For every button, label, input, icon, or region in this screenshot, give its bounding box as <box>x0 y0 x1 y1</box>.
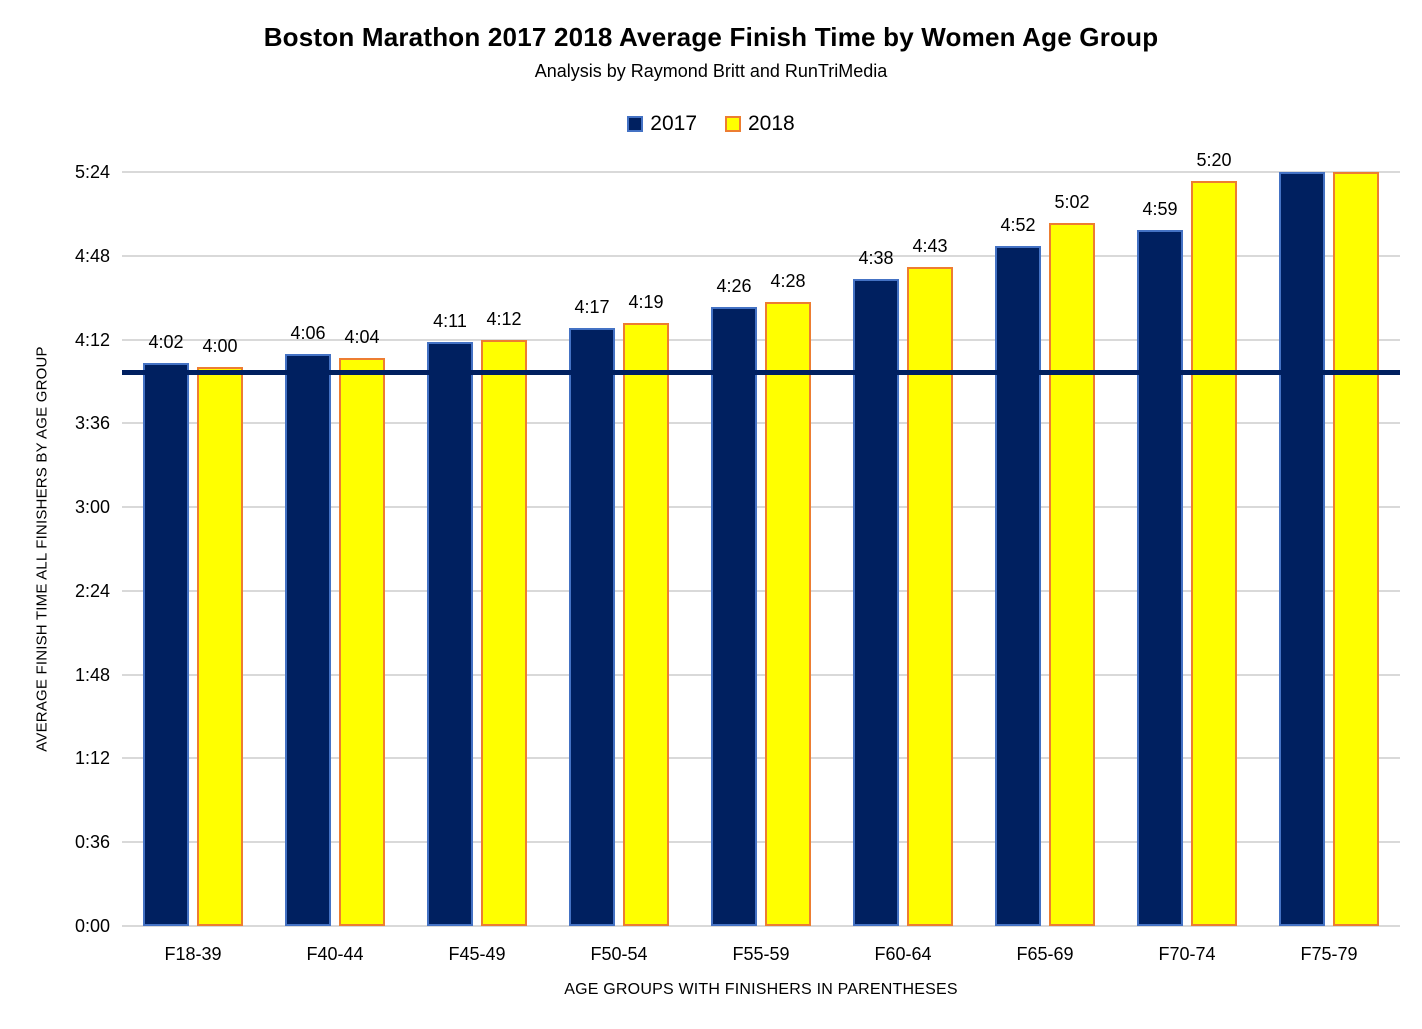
x-tick-label-F45-49: F45-49 <box>448 944 506 964</box>
average-reference-line <box>122 370 1400 376</box>
bar-2018-F60-64 <box>907 267 953 926</box>
y-tick-label: 2:24 <box>74 580 110 601</box>
y-tick-label: 3:00 <box>74 497 110 518</box>
gridline-2:24 <box>122 589 1400 592</box>
data-label-2018-F40-44: 4:04 <box>344 327 380 348</box>
gridline-3:36 <box>122 422 1400 425</box>
bar-2017-F45-49 <box>427 341 473 926</box>
bar-2017-F40-44 <box>285 353 331 926</box>
legend-item-2017: 2017 <box>627 112 697 136</box>
data-label-2017-F60-64: 4:38 <box>858 248 894 269</box>
y-tick-label: 1:48 <box>74 664 110 685</box>
plot-area: 4:02 4:00 4:06 4:04 4:11 4:12 4:17 4:19 4:26 4:28… <box>122 150 1400 927</box>
y-tick-label: 4:12 <box>74 329 110 350</box>
x-axis-title: AGE GROUPS WITH FINISHERS IN PARENTHESES <box>564 981 958 998</box>
data-label-2017-F65-69: 4:52 <box>1000 215 1036 236</box>
gridline-4:12 <box>122 338 1400 341</box>
legend-label-2017: 2017 <box>650 112 697 135</box>
chart-legend: 2017 2018 <box>0 112 1422 136</box>
data-label-2018-F65-69: 5:02 <box>1054 192 1090 213</box>
bar-2018-F50-54 <box>623 323 669 926</box>
data-label-2018-F70-74: 5:20 <box>1196 150 1232 171</box>
y-axis-title: AVERAGE FINISH TIME ALL FINISHERS BY AGE… <box>33 346 51 752</box>
x-tick-label-F70-74: F70-74 <box>1158 944 1216 964</box>
bar-2017-F18-39 <box>143 362 189 926</box>
x-tick-label-F55-59: F55-59 <box>732 944 790 964</box>
bar-2018-F70-74 <box>1191 181 1237 926</box>
x-tick-label-F65-69: F65-69 <box>1016 944 1074 964</box>
x-tick-label-F60-64: F60-64 <box>874 944 932 964</box>
legend-swatch-2018-icon <box>725 116 741 132</box>
x-tick-label-F18-39: F18-39 <box>164 944 222 964</box>
data-label-2018-F60-64: 4:43 <box>912 236 948 257</box>
bar-2017-F65-69 <box>995 246 1041 926</box>
chart-title: Boston Marathon 2017 2018 Average Finish… <box>263 22 1159 52</box>
y-tick-label: 4:48 <box>74 245 110 266</box>
bar-2017-F75-79 <box>1279 172 1325 926</box>
gridline-5:24 <box>122 171 1400 173</box>
data-label-2017-F45-49: 4:11 <box>433 310 467 331</box>
bar-2017-F70-74 <box>1137 230 1183 926</box>
legend-item-2018: 2018 <box>725 112 795 136</box>
y-tick-label: 0:00 <box>74 916 110 936</box>
bar-2017-F55-59 <box>711 306 757 926</box>
gridline-0:36 <box>122 841 1400 844</box>
bar-2018-F65-69 <box>1049 223 1095 926</box>
bar-2018-F55-59 <box>765 302 811 926</box>
y-tick-label: 5:24 <box>74 162 110 182</box>
legend-label-2018: 2018 <box>748 112 795 135</box>
bar-2017-F60-64 <box>853 279 899 926</box>
legend-swatch-2017-icon <box>627 116 644 132</box>
bar-2018-F18-39 <box>197 367 243 926</box>
gridline-1:48 <box>122 673 1400 676</box>
x-tick-label-F40-44: F40-44 <box>306 944 364 964</box>
data-label-2018-F45-49: 4:12 <box>486 308 522 329</box>
gridline-0:00 <box>122 925 1400 927</box>
bar-2018-F40-44 <box>339 358 385 926</box>
y-tick-label: 3:36 <box>74 413 110 434</box>
bar-2017-F50-54 <box>569 327 615 926</box>
bar-2018-F75-79 <box>1333 172 1379 926</box>
y-tick-label: 1:12 <box>74 748 110 769</box>
data-label-2018-F55-59: 4:28 <box>770 271 806 292</box>
data-label-2018-F18-39: 4:00 <box>202 336 238 357</box>
chart-subtitle: Analysis by Raymond Britt and RunTriMedi… <box>534 61 888 81</box>
x-tick-label-F75-79: F75-79 <box>1300 944 1358 964</box>
data-label-2018-F50-54: 4:19 <box>628 292 664 313</box>
bar-2018-F45-49 <box>481 339 527 926</box>
data-label-2017-F18-39: 4:02 <box>148 331 184 352</box>
y-tick-label: 0:36 <box>74 832 110 853</box>
gridline-3:00 <box>122 506 1400 509</box>
x-tick-label-F50-54: F50-54 <box>590 944 648 964</box>
data-label-2017-F40-44: 4:06 <box>290 322 326 343</box>
gridline-1:12 <box>122 757 1400 760</box>
data-label-2017-F70-74: 4:59 <box>1142 199 1178 220</box>
data-label-2017-F55-59: 4:26 <box>716 275 752 296</box>
data-label-2017-F50-54: 4:17 <box>574 296 610 317</box>
gridline-4:48 <box>122 254 1400 257</box>
